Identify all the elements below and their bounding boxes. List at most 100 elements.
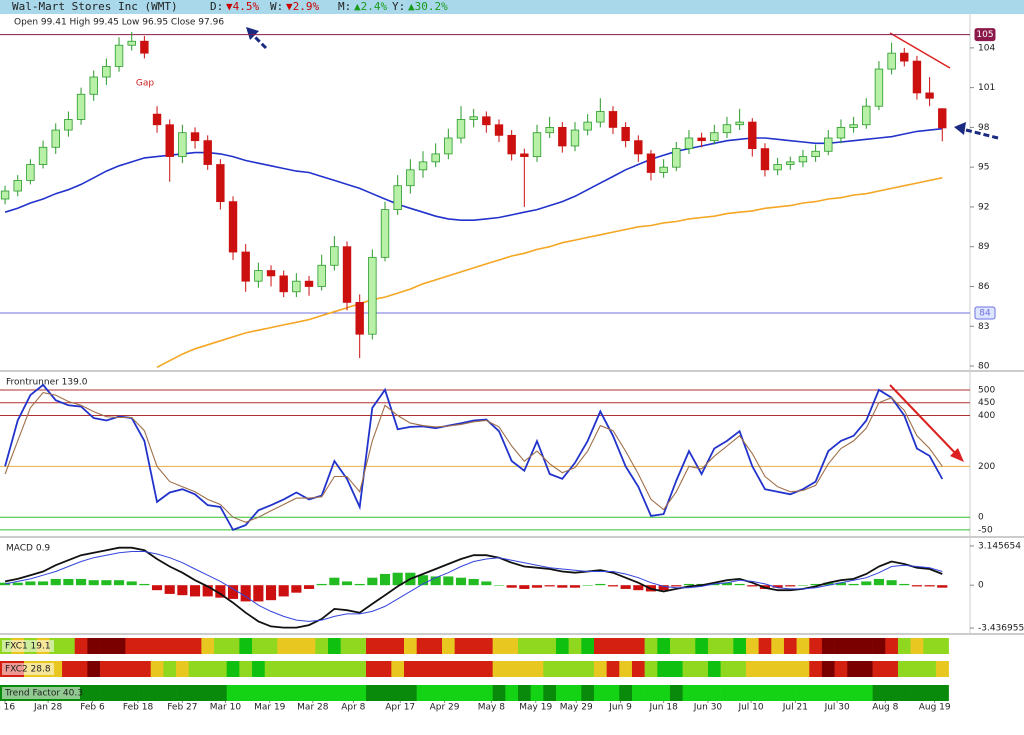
histogram-bar bbox=[709, 583, 720, 586]
y-tick-label: 0 bbox=[978, 581, 984, 591]
change-value: ▼2.9% bbox=[286, 0, 319, 13]
heat-cell bbox=[264, 638, 278, 654]
candle-body bbox=[874, 68, 884, 107]
candle-body bbox=[608, 111, 618, 128]
candle-body bbox=[266, 270, 276, 277]
heat-cell bbox=[644, 661, 658, 677]
histogram-bar bbox=[658, 585, 669, 591]
heat-cell bbox=[366, 638, 379, 654]
candle-body bbox=[520, 153, 529, 157]
heat-cell bbox=[935, 638, 949, 654]
candle-body bbox=[659, 166, 668, 173]
heat-cell bbox=[214, 661, 228, 677]
heat-cell bbox=[290, 661, 303, 677]
x-tick-label: Jul 10 bbox=[737, 703, 763, 713]
histogram-bar bbox=[468, 578, 479, 586]
moving-average bbox=[4, 127, 943, 221]
heat-cell bbox=[720, 638, 734, 654]
x-tick-label: Jun 30 bbox=[693, 703, 723, 713]
histogram-bar bbox=[747, 585, 758, 587]
heat-cell bbox=[897, 685, 911, 701]
heat-cell bbox=[328, 661, 341, 677]
heat-cell bbox=[454, 661, 468, 677]
heat-cell bbox=[492, 661, 506, 677]
heat-cell bbox=[277, 638, 291, 654]
heat-cell bbox=[467, 685, 481, 701]
heat-cell bbox=[885, 638, 899, 654]
candle-body bbox=[507, 134, 516, 155]
heat-cell bbox=[834, 685, 848, 701]
pointer-arrow bbox=[961, 127, 999, 140]
x-tick-label: Aug 19 bbox=[919, 703, 951, 713]
heat-cell bbox=[707, 685, 721, 701]
heat-cell bbox=[125, 638, 139, 654]
histogram-bar bbox=[493, 585, 505, 586]
histogram-bar bbox=[303, 585, 315, 589]
gap-annotation: Gap bbox=[136, 79, 154, 89]
heat-cell bbox=[695, 661, 709, 677]
heat-cell bbox=[619, 638, 633, 654]
heat-cell bbox=[416, 661, 430, 677]
heat-cell bbox=[442, 685, 455, 701]
x-tick-label: Mar 19 bbox=[254, 703, 286, 713]
candle-body bbox=[938, 108, 947, 129]
histogram-bar bbox=[189, 585, 201, 597]
heat-cell bbox=[378, 661, 392, 677]
pointer-arrow bbox=[250, 32, 268, 50]
candle-body bbox=[836, 127, 846, 139]
candle-body bbox=[431, 153, 440, 163]
histogram-bar bbox=[177, 585, 188, 596]
candle-body bbox=[583, 121, 592, 131]
heat-cell bbox=[467, 661, 481, 677]
histogram-bar bbox=[316, 583, 327, 586]
heat-cell bbox=[606, 685, 620, 701]
y-tick-label: 98 bbox=[978, 123, 990, 133]
candle-body bbox=[634, 140, 643, 155]
candle-body bbox=[165, 124, 174, 157]
stock-title: Wal-Mart Stores Inc (WMT) bbox=[12, 0, 178, 13]
change-label: W: bbox=[270, 0, 283, 13]
x-tick-label: May 8 bbox=[478, 703, 505, 713]
heat-cell bbox=[796, 685, 810, 701]
heat-cell bbox=[682, 638, 696, 654]
heat-cell bbox=[416, 685, 430, 701]
heat-cell bbox=[404, 638, 417, 654]
candle-body bbox=[684, 137, 694, 150]
candle-body bbox=[292, 280, 301, 293]
heat-cell bbox=[138, 638, 152, 654]
heat-cell bbox=[378, 638, 392, 654]
histogram-bar bbox=[25, 581, 36, 586]
trend-arrow bbox=[889, 384, 959, 457]
heat-cell bbox=[581, 638, 595, 654]
heat-cell bbox=[163, 661, 177, 677]
x-tick-label: Mar 28 bbox=[297, 703, 329, 713]
heat-cell bbox=[771, 661, 785, 677]
heat-cell bbox=[682, 685, 696, 701]
candle-body bbox=[178, 132, 187, 157]
histogram-bar bbox=[937, 585, 948, 588]
heat-cell bbox=[416, 638, 430, 654]
candle-body bbox=[393, 185, 402, 210]
x-tick-label: Jul 30 bbox=[824, 703, 850, 713]
marker-box bbox=[974, 28, 996, 42]
candle-body bbox=[203, 140, 212, 165]
heat-cell bbox=[112, 685, 126, 701]
histogram-bar bbox=[88, 580, 99, 586]
change-label: M: bbox=[338, 0, 351, 13]
strip-label: Trend Factor 40.3 bbox=[4, 689, 83, 699]
heat-cell bbox=[353, 638, 367, 654]
histogram-bar bbox=[861, 581, 872, 586]
heat-cell bbox=[543, 685, 557, 701]
heat-cell bbox=[859, 661, 873, 677]
heat-cell bbox=[480, 638, 493, 654]
heat-cell bbox=[454, 685, 468, 701]
heat-cell bbox=[138, 685, 152, 701]
heat-cell bbox=[707, 638, 721, 654]
candle-body bbox=[925, 92, 934, 99]
candle-body bbox=[228, 201, 238, 253]
heat-cell bbox=[302, 661, 316, 677]
heat-cell bbox=[631, 638, 645, 654]
histogram-bar bbox=[101, 580, 112, 586]
histogram-bar bbox=[721, 582, 733, 586]
